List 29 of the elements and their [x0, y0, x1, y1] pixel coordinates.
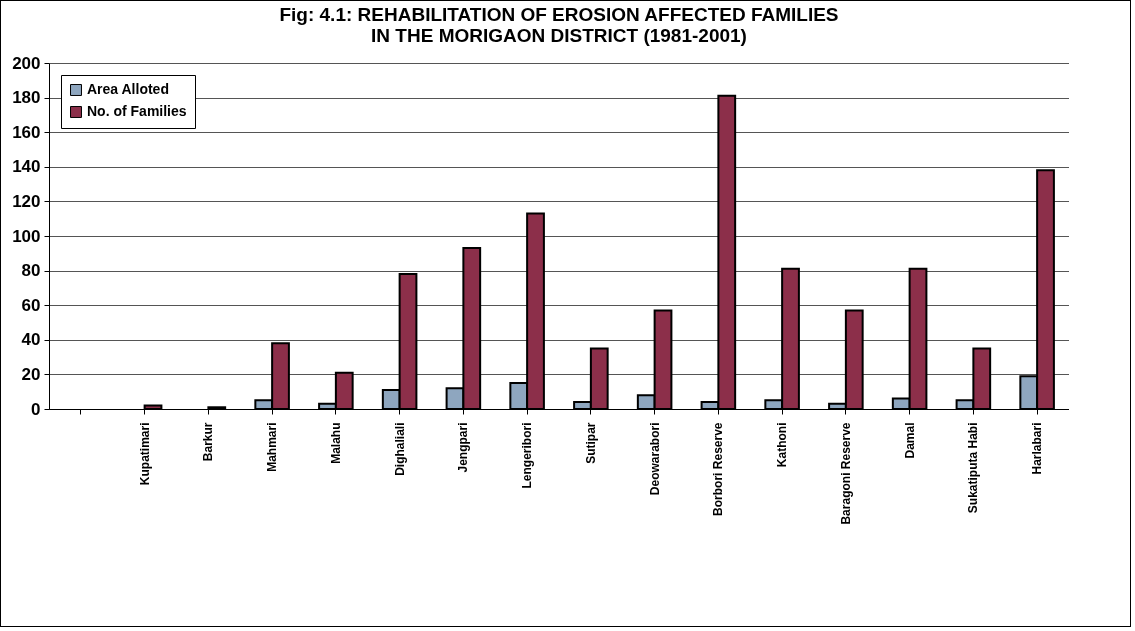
x-tick-label: Harlabari	[1030, 422, 1045, 475]
y-tick-label: 100	[12, 226, 41, 246]
y-tick-label: 60	[21, 295, 41, 315]
legend-label: No. of Families	[87, 103, 187, 119]
y-tick-label: 40	[21, 330, 41, 350]
chart-title: Fig: 4.1: REHABILITATION OF EROSION AFFECTED FAMILIES IN THE MORIGAON DISTRICT (1981-2001)	[279, 4, 839, 46]
x-tick-label: Sukatiputa Habi	[966, 422, 981, 514]
x-tick-label: Baragoni Reserve	[838, 422, 853, 525]
x-tick-label: Barkur	[201, 422, 216, 462]
x-tick-label: Malahu	[328, 422, 343, 464]
y-tick-label: 0	[31, 399, 41, 419]
x-tick-label: Kathoni	[775, 422, 790, 468]
x-tick-label: Kupatimari	[137, 422, 152, 486]
x-tick-label: Lengeribori	[520, 422, 535, 489]
x-tick-label: Dighaliali	[392, 422, 407, 476]
y-tick-label: 180	[12, 88, 41, 108]
y-tick-label: 120	[12, 191, 41, 211]
y-tick-label: 200	[12, 53, 41, 73]
x-tick-label: Jengpari	[456, 422, 471, 473]
y-tick-label: 140	[12, 157, 41, 177]
y-tick-label: 20	[21, 364, 41, 384]
x-tick-label: Deowarabori	[647, 422, 662, 496]
legend-label: Area Alloted	[87, 81, 169, 97]
y-tick-label: 80	[21, 261, 41, 281]
x-tick-label: Borbori Reserve	[711, 422, 726, 516]
x-tick-label: Mahmari	[265, 422, 280, 472]
y-tick-label: 160	[12, 122, 41, 142]
x-tick-label: Damal	[902, 422, 917, 459]
x-tick-label: Sutipar	[583, 422, 598, 464]
